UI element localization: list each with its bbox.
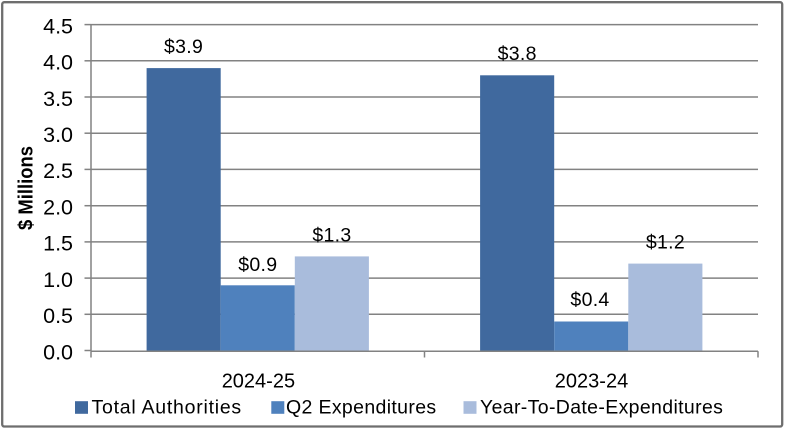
svg-text:2.0: 2.0 xyxy=(43,196,73,220)
svg-text:$3.9: $3.9 xyxy=(164,36,203,58)
svg-text:3.5: 3.5 xyxy=(43,87,73,111)
svg-text:2023-24: 2023-24 xyxy=(555,370,628,392)
svg-text:$0.4: $0.4 xyxy=(570,289,609,311)
svg-text:$3.8: $3.8 xyxy=(498,43,537,65)
svg-text:Q2 Expenditures: Q2 Expenditures xyxy=(286,396,437,418)
svg-text:2.5: 2.5 xyxy=(43,159,73,183)
svg-text:$ Millions: $ Millions xyxy=(15,146,38,230)
svg-text:0.0: 0.0 xyxy=(43,340,73,364)
svg-text:1.5: 1.5 xyxy=(43,232,73,256)
svg-text:4.5: 4.5 xyxy=(43,14,73,38)
svg-text:$1.2: $1.2 xyxy=(646,231,685,253)
svg-text:Year-To-Date-Expenditures: Year-To-Date-Expenditures xyxy=(480,396,723,418)
svg-text:$0.9: $0.9 xyxy=(238,254,277,276)
svg-text:2024-25: 2024-25 xyxy=(222,370,295,392)
svg-text:Total Authorities: Total Authorities xyxy=(92,396,242,418)
svg-text:4.0: 4.0 xyxy=(43,51,73,75)
svg-text:$1.3: $1.3 xyxy=(312,225,351,247)
svg-text:3.0: 3.0 xyxy=(43,123,73,147)
svg-text:1.0: 1.0 xyxy=(43,268,73,292)
svg-text:0.5: 0.5 xyxy=(43,304,73,328)
